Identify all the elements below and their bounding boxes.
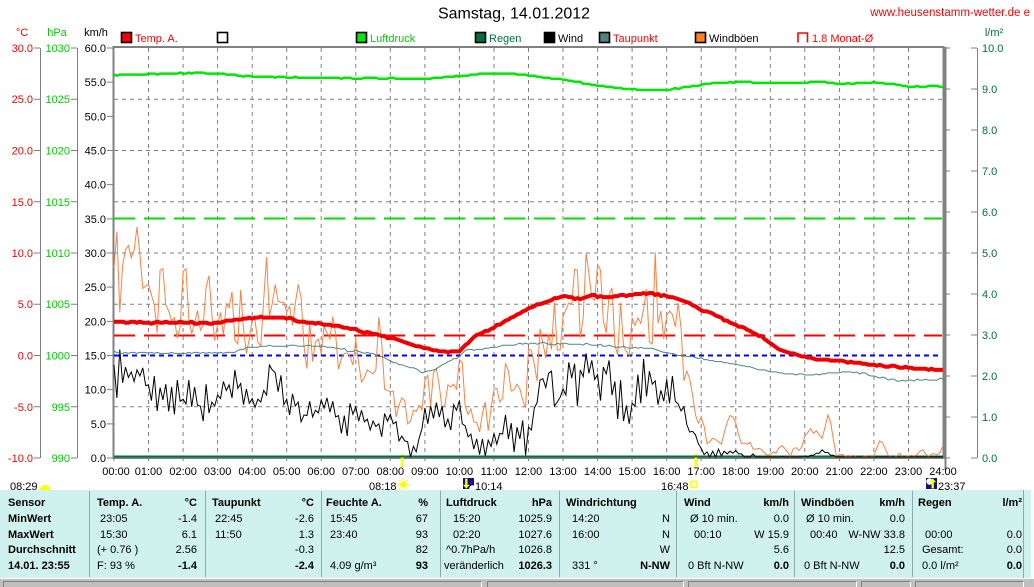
svg-text:2.0: 2.0: [982, 371, 997, 383]
svg-text:9.0: 9.0: [982, 84, 997, 96]
svg-text:19:00: 19:00: [757, 466, 785, 478]
svg-text:04:00: 04:00: [238, 466, 266, 478]
svg-text:Windböen: Windböen: [709, 33, 759, 45]
svg-text:22:00: 22:00: [860, 466, 888, 478]
svg-text:10.0: 10.0: [982, 43, 1003, 55]
svg-text:30.0: 30.0: [12, 43, 33, 55]
svg-text:www.heusenstamm-wetter.de e: www.heusenstamm-wetter.de e: [869, 7, 1030, 19]
svg-text:14:00: 14:00: [584, 466, 612, 478]
svg-text:hPa: hPa: [47, 27, 67, 39]
svg-text:Luftdruck: Luftdruck: [370, 33, 416, 45]
svg-text:5.0: 5.0: [91, 419, 106, 431]
svg-text:20:00: 20:00: [791, 466, 819, 478]
svg-text:12:00: 12:00: [515, 466, 543, 478]
svg-text:5.0: 5.0: [18, 299, 33, 311]
svg-text:0.0: 0.0: [982, 453, 997, 465]
svg-text:Samstag, 14.01.2012: Samstag, 14.01.2012: [438, 6, 590, 23]
svg-text:1015: 1015: [46, 197, 70, 209]
svg-text:0.0: 0.0: [91, 453, 106, 465]
svg-text:1000: 1000: [46, 351, 70, 363]
svg-text:20.0: 20.0: [85, 316, 106, 328]
svg-text:03:00: 03:00: [204, 466, 232, 478]
svg-text:01:00: 01:00: [135, 466, 163, 478]
svg-text:21:00: 21:00: [826, 466, 854, 478]
svg-text:10.0: 10.0: [85, 385, 106, 397]
svg-text:10:00: 10:00: [446, 466, 474, 478]
svg-text:15:00: 15:00: [618, 466, 646, 478]
svg-text:13:00: 13:00: [549, 466, 577, 478]
svg-text:16:00: 16:00: [653, 466, 681, 478]
svg-text:8.0: 8.0: [982, 125, 997, 137]
svg-text:30.0: 30.0: [85, 248, 106, 260]
svg-text:15.0: 15.0: [85, 351, 106, 363]
svg-text:km/h: km/h: [84, 27, 108, 39]
svg-text:00:00: 00:00: [102, 466, 130, 478]
svg-text:23:00: 23:00: [895, 466, 923, 478]
svg-text:6.0: 6.0: [982, 207, 997, 219]
svg-text:02:00: 02:00: [169, 466, 197, 478]
svg-text:0.0: 0.0: [18, 351, 33, 363]
svg-text:3.0: 3.0: [982, 330, 997, 342]
svg-text:08:00: 08:00: [377, 466, 405, 478]
svg-text:55.0: 55.0: [85, 77, 106, 89]
svg-text:60.0: 60.0: [85, 43, 106, 55]
svg-text:-10.0: -10.0: [8, 453, 33, 465]
svg-text:07:00: 07:00: [342, 466, 370, 478]
svg-text:11:00: 11:00: [481, 466, 508, 478]
svg-text:10.0: 10.0: [12, 248, 33, 260]
svg-text:5.0: 5.0: [982, 248, 997, 260]
svg-text:-5.0: -5.0: [14, 402, 33, 414]
svg-text:05:00: 05:00: [273, 466, 301, 478]
svg-text:15.0: 15.0: [12, 197, 33, 209]
svg-text:50.0: 50.0: [85, 111, 106, 123]
svg-text:990: 990: [52, 453, 70, 465]
svg-text:09:00: 09:00: [411, 466, 439, 478]
svg-text:995: 995: [52, 402, 70, 414]
svg-text:4.0: 4.0: [982, 289, 997, 301]
svg-text:20.0: 20.0: [12, 146, 33, 158]
svg-text:1020: 1020: [46, 146, 70, 158]
svg-text:Temp. A.: Temp. A.: [135, 33, 178, 45]
svg-text:Regen: Regen: [489, 33, 521, 45]
svg-text:Wind: Wind: [558, 33, 583, 45]
svg-text:17:00: 17:00: [687, 466, 715, 478]
svg-text:18:00: 18:00: [722, 466, 750, 478]
svg-text:°C: °C: [16, 27, 28, 39]
svg-text:1010: 1010: [46, 248, 70, 260]
svg-text:7.0: 7.0: [982, 166, 997, 178]
svg-text:Taupunkt: Taupunkt: [613, 33, 658, 45]
svg-text:25.0: 25.0: [12, 94, 33, 106]
svg-text:45.0: 45.0: [85, 146, 106, 158]
svg-text:06:00: 06:00: [307, 466, 335, 478]
svg-text:24:00: 24:00: [929, 466, 957, 478]
svg-text:l/m²: l/m²: [985, 27, 1004, 39]
svg-text:1030: 1030: [46, 43, 70, 55]
svg-text:1025: 1025: [46, 94, 70, 106]
svg-text:40.0: 40.0: [85, 180, 106, 192]
svg-text:1.8 Monat-Ø: 1.8 Monat-Ø: [812, 33, 874, 45]
svg-text:35.0: 35.0: [85, 214, 106, 226]
svg-text:1005: 1005: [46, 299, 70, 311]
svg-text:25.0: 25.0: [85, 282, 106, 294]
svg-text:1.0: 1.0: [982, 412, 997, 424]
